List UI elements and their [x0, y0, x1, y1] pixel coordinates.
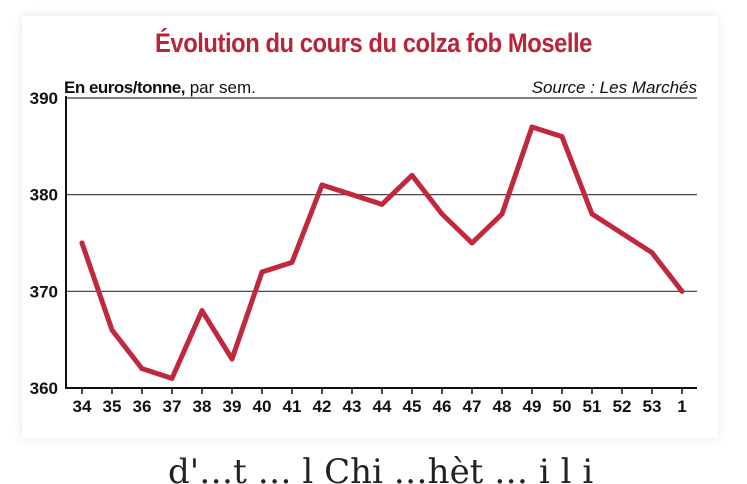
- x-tick-label: 35: [103, 397, 122, 416]
- unit-label-rest: par sem.: [184, 78, 256, 97]
- x-tick-label: 40: [253, 397, 272, 416]
- data-point: [169, 375, 175, 381]
- y-tick-label: 390: [30, 89, 58, 108]
- data-point: [379, 201, 385, 207]
- data-point: [559, 134, 565, 140]
- x-tick-label: 39: [223, 397, 242, 416]
- data-point: [679, 288, 685, 294]
- unit-label-bold: En euros/tonne,: [64, 78, 185, 97]
- data-point: [649, 250, 655, 256]
- chart-card: [22, 16, 718, 438]
- data-point: [619, 230, 625, 236]
- data-point: [139, 366, 145, 372]
- x-tick-label: 37: [163, 397, 182, 416]
- data-point: [109, 327, 115, 333]
- data-point: [79, 240, 85, 246]
- x-tick-label: 49: [523, 397, 542, 416]
- x-tick-label: 51: [583, 397, 602, 416]
- x-tick-label: 42: [313, 397, 332, 416]
- x-tick-label: 43: [343, 397, 362, 416]
- x-tick-label: 1: [677, 397, 686, 416]
- data-point: [199, 308, 205, 314]
- series-line: [79, 124, 685, 381]
- data-point: [529, 124, 535, 130]
- x-tick-label: 44: [373, 397, 392, 416]
- data-point: [589, 211, 595, 217]
- data-point: [289, 259, 295, 265]
- x-tick-label: 48: [493, 397, 512, 416]
- data-point: [349, 192, 355, 198]
- data-point: [319, 182, 325, 188]
- data-point: [259, 269, 265, 275]
- x-tick-label: 41: [283, 397, 302, 416]
- y-tick-label: 370: [30, 282, 58, 301]
- data-point: [439, 211, 445, 217]
- x-tick-label: 53: [643, 397, 662, 416]
- unit-label: En euros/tonne, par sem.: [64, 78, 256, 98]
- y-tick-label: 380: [30, 186, 58, 205]
- x-tick-label: 45: [403, 397, 422, 416]
- data-point: [499, 211, 505, 217]
- chart-title: Évolution du cours du colza fob Moselle: [155, 28, 592, 58]
- x-tick-label: 46: [433, 397, 452, 416]
- y-tick-label: 360: [30, 379, 58, 398]
- x-tick-label: 52: [613, 397, 632, 416]
- page-text-fragment: d'…t … l Chi …hèt … i l i: [168, 452, 594, 484]
- x-tick-label: 38: [193, 397, 212, 416]
- x-tick-label: 50: [553, 397, 572, 416]
- x-tick-label: 34: [73, 397, 92, 416]
- x-tick-label: 47: [463, 397, 482, 416]
- data-point: [229, 356, 235, 362]
- source-label: Source : Les Marchés: [531, 78, 697, 97]
- data-point: [469, 240, 475, 246]
- data-point: [409, 172, 415, 178]
- x-tick-label: 36: [133, 397, 152, 416]
